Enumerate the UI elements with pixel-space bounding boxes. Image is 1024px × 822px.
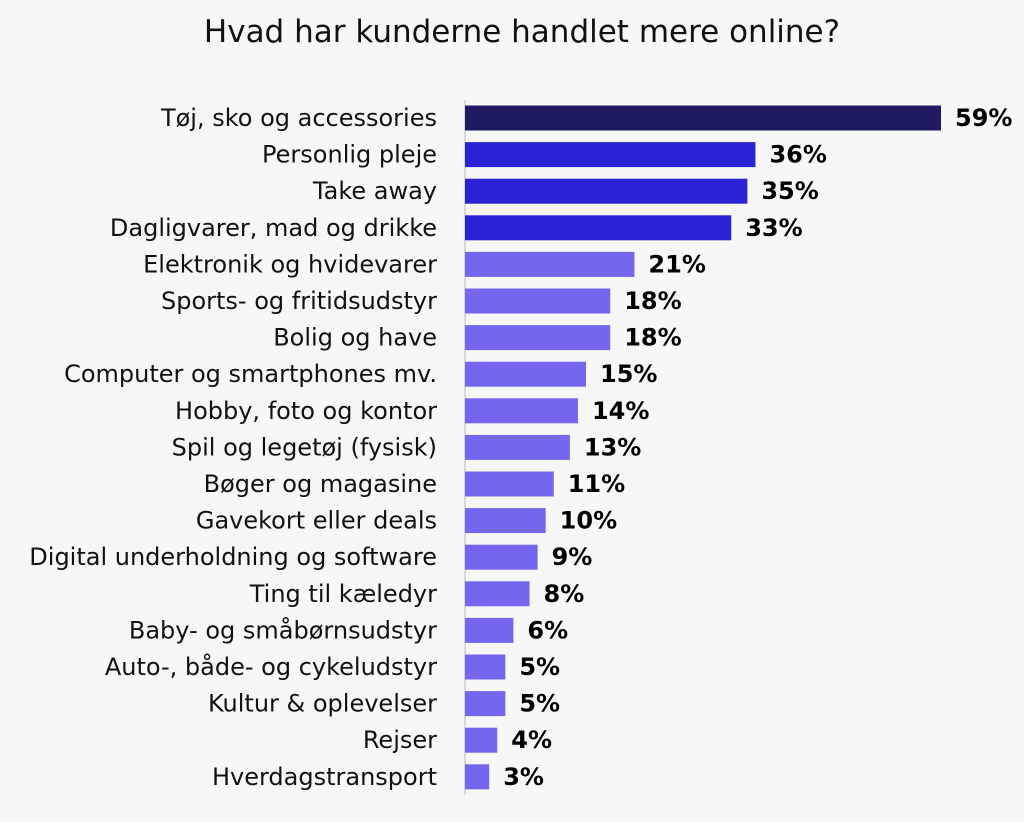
- bar: [465, 764, 490, 790]
- value-label: 13%: [584, 433, 641, 461]
- bar: [465, 654, 506, 680]
- bar: [465, 691, 506, 717]
- value-label: 14%: [592, 397, 649, 425]
- value-label: 3%: [503, 763, 544, 791]
- category-label: Sports- og fritidsudstyr: [161, 287, 437, 315]
- category-label: Digital underholdning og software: [29, 543, 437, 571]
- bar: [465, 361, 587, 387]
- bar: [465, 215, 732, 241]
- category-label: Spil og legetøj (fysisk): [172, 433, 437, 461]
- bar: [465, 617, 514, 643]
- category-label: Rejser: [363, 726, 437, 754]
- value-label: 5%: [519, 690, 560, 718]
- value-label: 59%: [955, 104, 1012, 132]
- category-label: Bøger og magasine: [204, 470, 437, 498]
- value-label: 8%: [544, 580, 585, 608]
- value-label: 10%: [560, 507, 617, 535]
- category-label: Hobby, foto og kontor: [175, 397, 437, 425]
- bar: [465, 471, 554, 497]
- category-label: Gavekort eller deals: [196, 507, 437, 535]
- bar: [465, 727, 498, 753]
- value-label: 15%: [600, 360, 657, 388]
- category-label: Hverdagstransport: [212, 763, 437, 791]
- bar: [465, 288, 611, 314]
- value-label: 4%: [511, 726, 552, 754]
- bar: [465, 581, 530, 607]
- value-label: 36%: [769, 141, 826, 169]
- category-label: Auto-, både- og cykeludstyr: [105, 652, 437, 681]
- category-label: Computer og smartphones mv.: [64, 360, 437, 388]
- category-label: Personlig pleje: [262, 141, 437, 169]
- value-label: 5%: [519, 653, 560, 681]
- value-label: 18%: [624, 287, 681, 315]
- bar: [465, 325, 611, 351]
- value-label: 21%: [648, 250, 705, 278]
- bar: [465, 142, 756, 168]
- category-label: Elektronik og hvidevarer: [143, 250, 437, 278]
- bar: [465, 398, 578, 424]
- value-label: 9%: [552, 543, 593, 571]
- category-label: Ting til kæledyr: [249, 580, 437, 608]
- chart-title: Hvad har kunderne handlet mere online?: [203, 14, 841, 50]
- bar: [465, 178, 748, 204]
- category-label: Take away: [312, 177, 437, 205]
- category-label: Dagligvarer, mad og drikke: [110, 214, 437, 242]
- value-label: 35%: [761, 177, 818, 205]
- value-label: 6%: [527, 616, 568, 644]
- value-label: 18%: [624, 324, 681, 352]
- bar: [465, 544, 538, 570]
- bar: [465, 434, 570, 460]
- bar: [465, 508, 546, 534]
- bar: [465, 251, 635, 277]
- value-label: 11%: [568, 470, 625, 498]
- category-label: Kultur & oplevelser: [208, 690, 437, 718]
- value-label: 33%: [745, 214, 802, 242]
- category-label: Tøj, sko og accessories: [160, 104, 437, 132]
- category-label: Baby- og småbørnsudstyr: [129, 615, 437, 644]
- category-label: Bolig og have: [273, 324, 437, 352]
- bar: [465, 105, 941, 131]
